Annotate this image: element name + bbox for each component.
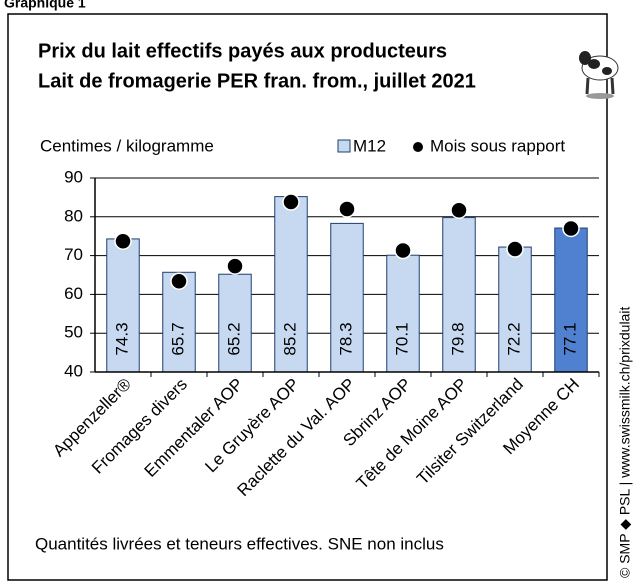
y-tick-label: 60	[64, 284, 83, 303]
dot	[338, 200, 356, 218]
dot	[394, 241, 412, 260]
y-tick-label: 50	[64, 323, 83, 342]
bar	[330, 222, 364, 373]
x-tick-label: Fromages divers	[88, 375, 191, 478]
bar-value-label: 77.1	[560, 322, 579, 355]
bar	[386, 254, 420, 373]
chart-subtitle: Lait de fromagerie PER fran. from., juil…	[38, 70, 476, 92]
dot	[226, 257, 244, 275]
x-tick-label: Le Gruyère AOP	[201, 375, 303, 477]
bar-value-label: 74.3	[112, 322, 131, 355]
cow-icon	[579, 51, 619, 99]
legend-swatch	[337, 139, 351, 153]
note: Quantités livrées et teneurs effectives.…	[35, 534, 444, 553]
bar-value-label: 72.2	[504, 322, 523, 355]
y-tick-label: 70	[64, 245, 83, 264]
legend-label: Mois sous rapport	[430, 136, 565, 155]
dot	[282, 193, 300, 211]
dot	[450, 201, 468, 219]
y-axis-label: Centimes / kilogramme	[40, 136, 214, 155]
bar-value-label: 70.1	[392, 322, 411, 355]
frame	[7, 13, 608, 581]
dot	[506, 240, 524, 258]
bar-value-label: 65.7	[168, 322, 187, 355]
bar-value-label: 79.8	[448, 322, 467, 355]
legend-marker	[413, 142, 423, 152]
y-tick-label: 40	[64, 361, 83, 380]
y-tick-label: 90	[64, 167, 83, 186]
bar	[554, 227, 588, 373]
legend-label: M12	[353, 136, 386, 155]
bar-value-label: 65.2	[224, 322, 243, 355]
x-tick-label: Tilsiter Switzerland	[413, 375, 527, 489]
bar-value-label: 78.3	[336, 322, 355, 355]
dot	[562, 219, 580, 238]
dot	[170, 272, 188, 290]
dot	[114, 232, 132, 250]
bar-value-label: 85.2	[280, 322, 299, 355]
y-tick-label: 80	[64, 206, 83, 225]
x-tick-label: Emmentaler AOP	[141, 375, 247, 481]
bar	[274, 196, 308, 373]
chart-title: Prix du lait effectifs payés aux product…	[38, 40, 447, 62]
source: © SMP ◆ PSL | www.swissmilk.ch/prixdulai…	[617, 307, 633, 578]
page-label: Graphique 1	[4, 0, 86, 11]
